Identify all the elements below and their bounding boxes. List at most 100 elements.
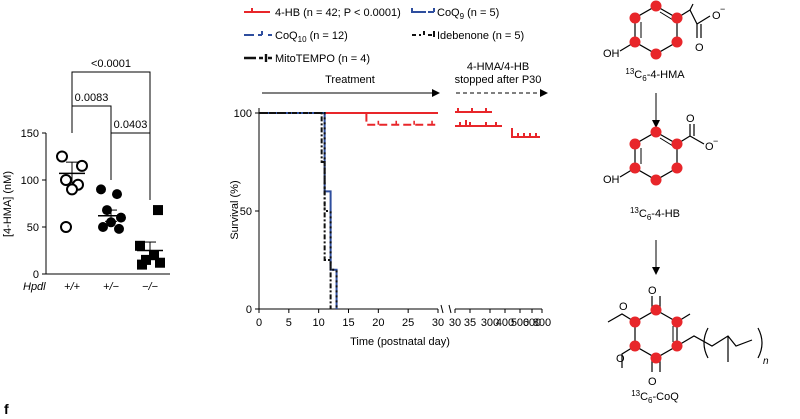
- legend-item-coq10: CoQ10 (n = 12): [244, 30, 348, 44]
- compound-label-4-hb: 13C6-4-HB: [630, 206, 680, 222]
- compound-label-4-hma: 13C6-4-HMA: [625, 67, 685, 83]
- labeled-carbon-atom: [629, 36, 641, 48]
- scatter-y-label: [4-HMA] (nM): [2, 171, 14, 237]
- hma-o-label: O: [695, 42, 704, 54]
- data-point: [98, 222, 108, 232]
- survival-ytick-label: 0: [246, 304, 252, 316]
- data-point: [135, 240, 145, 251]
- legend-detail-coq9: (n = 5): [467, 7, 499, 19]
- isotope-scheme: OH O O − 13C6-4-HMA OH O O − 13C6-4-HB: [603, 0, 769, 405]
- survival-y-label: Survival (%): [229, 180, 241, 239]
- hma-scatter-plot: 0 50 100 150 [4-HMA] (nM) Hpdl +/+ +/− −/− <0…: [2, 58, 170, 293]
- genotype-label: −/−: [142, 281, 158, 293]
- data-point: [116, 212, 126, 223]
- legend-name-4hb: 4-HB: [275, 7, 300, 19]
- labeled-carbon-atom: [671, 162, 683, 174]
- treatment-label: Treatment: [325, 74, 375, 86]
- scatter-ytick-label: 100: [21, 175, 39, 187]
- treatment-arrow: Treatment: [262, 74, 440, 97]
- hma-o2-label: O: [712, 10, 721, 22]
- svg-text:Idebenone (n = 5): Idebenone (n = 5): [437, 30, 524, 42]
- labeled-carbon-atom: [650, 174, 662, 186]
- labeled-carbon-atom: [629, 12, 641, 24]
- significance-bracket: [110, 132, 151, 200]
- survival-xtick-label: 10: [313, 317, 325, 329]
- svg-text:MitoTEMPO (n = 4): MitoTEMPO (n = 4): [275, 53, 370, 65]
- genotype-label: +/−: [103, 281, 119, 293]
- survival-curve: [259, 112, 338, 309]
- coq-o-bottom-label: O: [648, 376, 657, 388]
- survival-xtick-label: 25: [402, 317, 414, 329]
- survival-xtick-label-right: 300: [481, 317, 499, 329]
- labeled-carbon-atom: [629, 316, 641, 328]
- survival-xtick-label: 15: [342, 317, 354, 329]
- panel-label: f: [4, 401, 9, 417]
- hma-charge: −: [720, 4, 725, 14]
- data-point: [137, 259, 147, 270]
- survival-xtick-label: 0: [256, 317, 262, 329]
- survival-xtick-label-right: 800: [533, 317, 551, 329]
- structure-coq: O O O O n 13C6-CoQ: [607, 285, 769, 405]
- labeled-carbon-atom: [650, 352, 662, 364]
- data-point: [114, 223, 124, 234]
- structure-4-hma: OH O O − 13C6-4-HMA: [603, 0, 725, 83]
- hb-o2-label: O: [705, 141, 714, 153]
- scatter-ytick-label: 50: [27, 222, 39, 234]
- post-p30-4hb-curves: [455, 108, 540, 138]
- data-point: [112, 189, 122, 200]
- genotype-row-label: Hpdl: [23, 281, 46, 293]
- legend-name-coq10: CoQ10: [275, 30, 307, 44]
- labeled-carbon-atom: [671, 316, 683, 328]
- data-point: [60, 221, 72, 233]
- stopped-arrow: 4-HMA/4-HB stopped after P30: [455, 61, 548, 97]
- p-value-label: <0.0001: [91, 58, 131, 70]
- scatter-ytick-label: 150: [21, 128, 39, 140]
- survival-chart: 4-HB (n = 42; P < 0.0001) CoQ9 (n = 5) C…: [229, 7, 551, 348]
- legend-item-4hb: 4-HB (n = 42; P < 0.0001): [244, 7, 401, 19]
- labeled-carbon-atom: [650, 126, 662, 138]
- survival-curve: [259, 112, 438, 126]
- coq-repeat-n: n: [763, 356, 769, 367]
- legend-detail-idebenone: (n = 5): [492, 30, 524, 42]
- labeled-carbon-atom: [629, 340, 641, 352]
- survival-xtick-label-right: 500: [511, 317, 529, 329]
- data-point: [56, 150, 68, 163]
- hb-oh-label: OH: [603, 174, 620, 186]
- data-point: [102, 205, 112, 216]
- data-point: [76, 159, 88, 172]
- legend-name-idebenone: Idebenone: [437, 30, 489, 42]
- axis-break: [440, 304, 452, 314]
- legend-detail-coq10: (n = 12): [310, 30, 348, 42]
- labeled-carbon-atom: [671, 138, 683, 150]
- survival-xtick-label: 5: [286, 317, 292, 329]
- survival-xtick-label-right: 35: [464, 317, 476, 329]
- p-value-label: 0.0083: [75, 92, 109, 104]
- coq-o-methoxy2: O: [616, 353, 625, 365]
- labeled-carbon-atom: [671, 36, 683, 48]
- survival-x-label: Time (postnatal day): [350, 336, 450, 348]
- survival-xtick-label-right: 400: [496, 317, 514, 329]
- labeled-carbon-atom: [650, 48, 662, 60]
- legend-item-idebenone: Idebenone (n = 5): [412, 30, 524, 42]
- hb-o-label: O: [686, 113, 695, 125]
- labeled-carbon-atom: [650, 0, 662, 12]
- data-point: [106, 217, 116, 228]
- legend-name-mitotempo: MitoTEMPO: [275, 53, 335, 65]
- survival-ytick-label: 100: [234, 108, 252, 120]
- stop-label-line2: stopped after P30: [455, 74, 542, 86]
- survival-xtick-label-right: 30: [449, 317, 461, 329]
- data-point: [155, 257, 165, 268]
- legend-item-coq9: CoQ9 (n = 5): [411, 7, 499, 21]
- coq-o-methoxy1: O: [619, 301, 628, 313]
- legend-item-mitotempo: MitoTEMPO (n = 4): [244, 53, 370, 65]
- labeled-carbon-atom: [629, 138, 641, 150]
- labeled-carbon-atom: [671, 340, 683, 352]
- significance-bracket: [71, 71, 151, 185]
- legend-detail-mitotempo: (n = 4): [338, 53, 370, 65]
- survival-xtick-label: 30: [432, 317, 444, 329]
- survival-ytick-label: 50: [240, 206, 252, 218]
- structure-4-hb: OH O O − 13C6-4-HB: [603, 113, 718, 222]
- data-point: [153, 205, 163, 216]
- svg-text:CoQ9 (n = 5): CoQ9 (n = 5): [437, 7, 499, 21]
- svg-text:4-HB (n = 42; P < 0.0001): 4-HB (n = 42; P < 0.0001): [275, 7, 401, 19]
